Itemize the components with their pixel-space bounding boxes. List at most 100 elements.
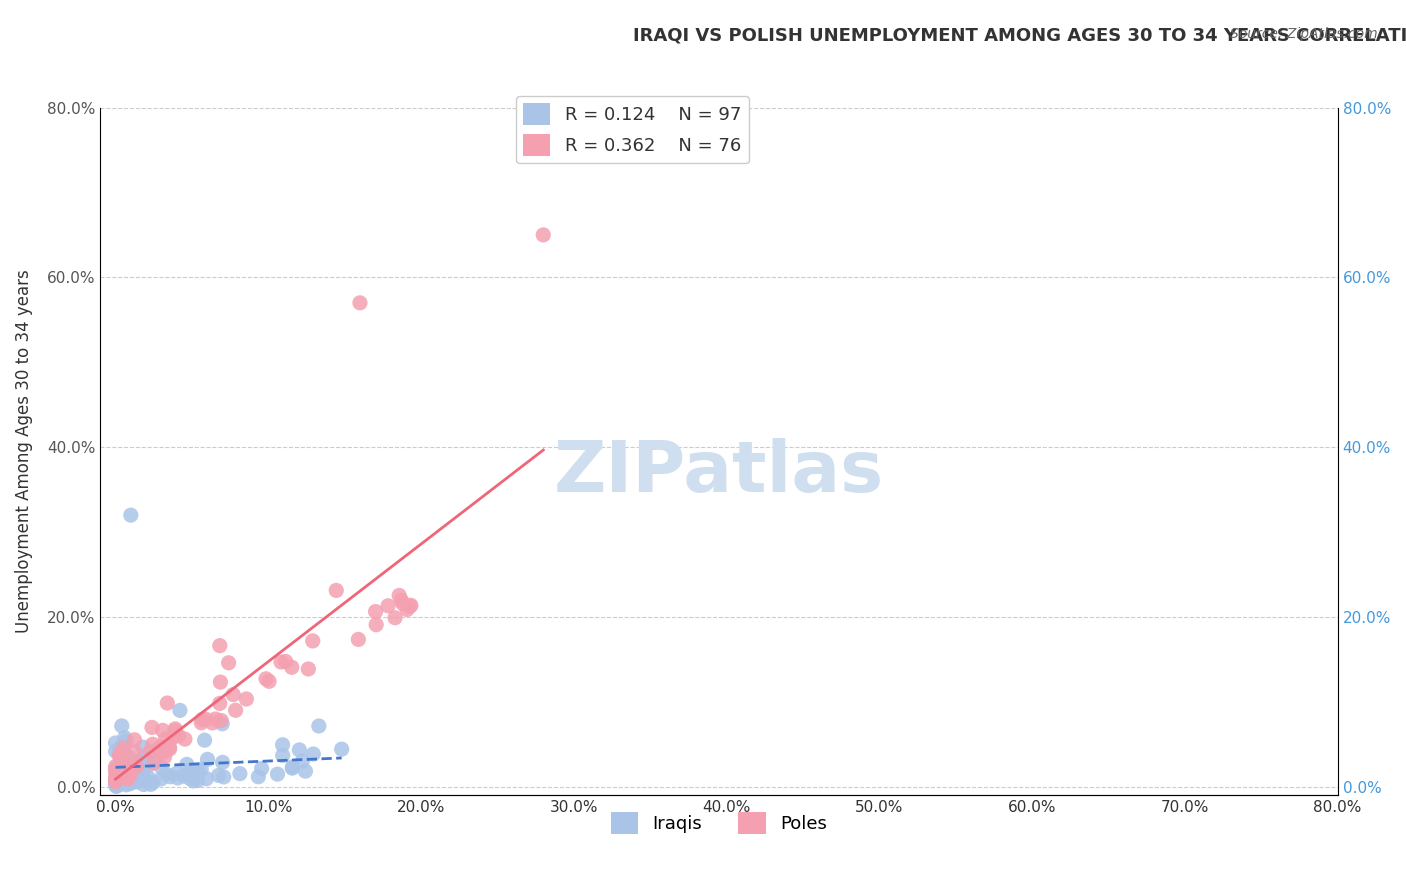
Iraqis — [132, 772, 155, 787]
Iraqis — [104, 744, 127, 758]
Iraqis — [111, 767, 134, 781]
Iraqis — [127, 775, 149, 789]
Iraqis — [152, 741, 174, 756]
Iraqis — [169, 703, 191, 717]
Poles — [150, 739, 173, 754]
Poles — [108, 747, 131, 762]
Poles — [153, 749, 176, 764]
Iraqis — [132, 778, 155, 792]
Poles — [257, 674, 280, 689]
Iraqis — [115, 770, 138, 784]
Poles — [325, 583, 347, 598]
Poles — [191, 712, 214, 726]
Iraqis — [136, 758, 159, 772]
Iraqis — [247, 770, 270, 784]
Poles — [391, 593, 413, 607]
Iraqis — [118, 751, 141, 765]
Poles — [117, 772, 139, 786]
Poles — [117, 771, 139, 785]
Iraqis — [187, 773, 209, 788]
Iraqis — [186, 763, 208, 777]
Poles — [141, 720, 163, 734]
Iraqis — [107, 764, 129, 778]
Iraqis — [120, 508, 142, 523]
Iraqis — [132, 750, 155, 764]
Iraqis — [180, 763, 202, 777]
Iraqis — [111, 767, 134, 781]
Poles — [174, 732, 197, 747]
Iraqis — [132, 764, 155, 778]
Iraqis — [121, 774, 143, 789]
Poles — [297, 662, 319, 676]
Iraqis — [132, 740, 155, 755]
Poles — [235, 692, 257, 706]
Iraqis — [294, 764, 316, 779]
Iraqis — [110, 768, 132, 782]
Text: IRAQI VS POLISH UNEMPLOYMENT AMONG AGES 30 TO 34 YEARS CORRELATION CHART: IRAQI VS POLISH UNEMPLOYMENT AMONG AGES … — [633, 27, 1406, 45]
Iraqis — [308, 719, 330, 733]
Poles — [148, 742, 170, 756]
Iraqis — [115, 766, 138, 780]
Poles — [110, 747, 132, 761]
Poles — [208, 697, 231, 711]
Poles — [281, 660, 304, 674]
Poles — [153, 742, 176, 756]
Iraqis — [105, 766, 128, 780]
Iraqis — [229, 766, 252, 780]
Poles — [124, 732, 146, 747]
Iraqis — [117, 773, 139, 788]
Iraqis — [115, 734, 138, 748]
Iraqis — [197, 752, 219, 766]
Iraqis — [115, 778, 138, 792]
Poles — [395, 602, 418, 616]
Iraqis — [291, 754, 314, 768]
Poles — [301, 634, 323, 648]
Poles — [122, 758, 145, 772]
Iraqis — [127, 755, 149, 769]
Poles — [112, 747, 135, 762]
Iraqis — [179, 772, 201, 786]
Iraqis — [150, 760, 173, 774]
Iraqis — [105, 779, 128, 793]
Poles — [254, 672, 277, 686]
Poles — [201, 715, 224, 730]
Iraqis — [107, 773, 129, 788]
Poles — [117, 759, 139, 773]
Poles — [142, 737, 165, 751]
Poles — [531, 227, 554, 242]
Poles — [104, 772, 127, 787]
Iraqis — [104, 736, 127, 750]
Iraqis — [145, 753, 167, 767]
Poles — [143, 756, 166, 770]
Iraqis — [120, 774, 142, 789]
Iraqis — [330, 742, 353, 756]
Iraqis — [108, 776, 131, 790]
Iraqis — [107, 746, 129, 760]
Iraqis — [131, 763, 153, 777]
Iraqis — [105, 778, 128, 792]
Iraqis — [155, 767, 177, 781]
Iraqis — [111, 774, 134, 789]
Poles — [159, 742, 181, 756]
Y-axis label: Unemployment Among Ages 30 to 34 years: Unemployment Among Ages 30 to 34 years — [15, 269, 32, 633]
Poles — [209, 714, 232, 728]
Poles — [377, 599, 399, 613]
Poles — [274, 655, 297, 669]
Poles — [349, 296, 371, 310]
Iraqis — [150, 772, 173, 786]
Poles — [110, 749, 132, 764]
Iraqis — [105, 763, 128, 777]
Poles — [204, 712, 226, 726]
Iraqis — [212, 770, 235, 784]
Iraqis — [134, 772, 156, 786]
Poles — [208, 639, 231, 653]
Poles — [155, 731, 177, 746]
Poles — [111, 769, 134, 783]
Iraqis — [108, 771, 131, 785]
Iraqis — [104, 772, 127, 787]
Poles — [399, 599, 422, 613]
Iraqis — [127, 757, 149, 772]
Iraqis — [110, 755, 132, 769]
Poles — [270, 655, 292, 669]
Text: Source: ZipAtlas.com: Source: ZipAtlas.com — [1230, 27, 1378, 41]
